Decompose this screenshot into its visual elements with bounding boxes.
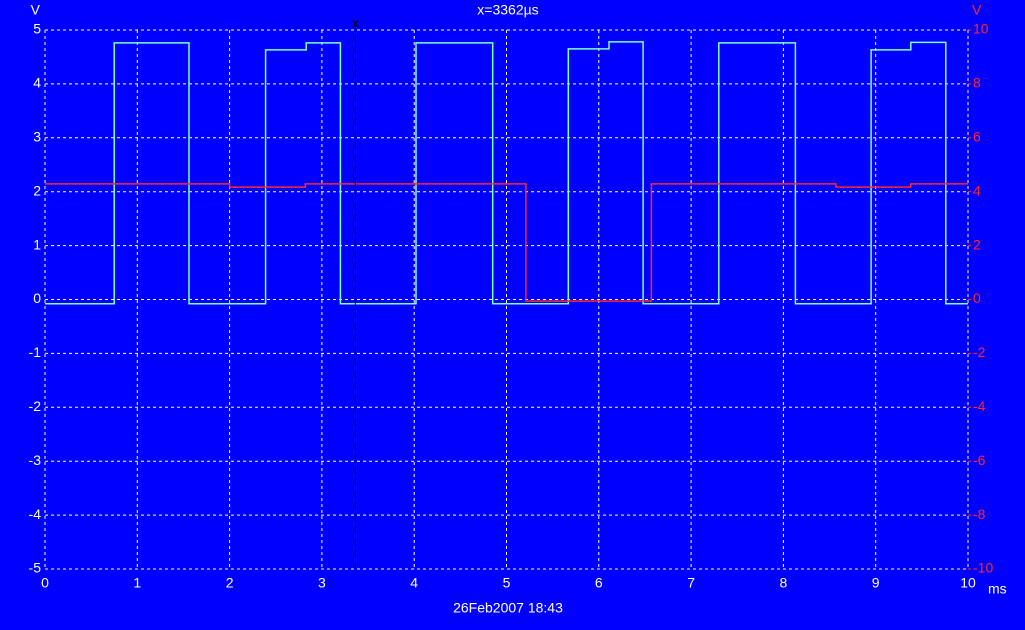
cursor-marker: x	[352, 15, 359, 31]
timestamp: 26Feb2007 18:43	[453, 600, 563, 616]
y-tick-label: 1	[33, 236, 41, 252]
x-tick-label: 8	[780, 575, 788, 591]
y-unit: V	[31, 2, 41, 18]
trace	[45, 41, 968, 305]
y2-tick-label: -6	[973, 452, 986, 468]
y2-tick-label: -4	[973, 398, 986, 414]
y2-tick-label: -2	[973, 344, 986, 360]
y-tick-label: -1	[29, 344, 42, 360]
y-tick-label: 2	[33, 182, 41, 198]
x-tick-label: 1	[133, 575, 141, 591]
y2-tick-label: 6	[973, 129, 981, 145]
y2-tick-label: 4	[973, 182, 981, 198]
y-tick-label: 0	[33, 290, 41, 306]
cursor-readout: x=3362µs	[477, 2, 538, 18]
x-tick-label: 7	[687, 575, 695, 591]
y-tick-label: 3	[33, 129, 41, 145]
x-tick-label: 4	[410, 575, 418, 591]
y-tick-label: -2	[29, 398, 42, 414]
y2-tick-label: 10	[973, 21, 989, 37]
x-tick-label: 6	[595, 575, 603, 591]
y2-tick-label: -8	[973, 506, 986, 522]
x-tick-label: 9	[872, 575, 880, 591]
y2-tick-label: 8	[973, 75, 981, 91]
y-tick-label: -5	[29, 560, 42, 576]
x-tick-label: 3	[318, 575, 326, 591]
x-tick-label: 5	[503, 575, 511, 591]
y2-unit: V	[972, 2, 982, 18]
x-tick-label: 2	[226, 575, 234, 591]
y-tick-label: -3	[29, 452, 42, 468]
y2-tick-label: -10	[973, 560, 993, 576]
y2-tick-label: 2	[973, 236, 981, 252]
y-tick-label: 5	[33, 21, 41, 37]
x-tick-label: 0	[41, 575, 49, 591]
x-unit: ms	[988, 581, 1007, 597]
y-tick-label: -4	[29, 506, 42, 522]
trace	[45, 183, 968, 302]
x-tick-label: 10	[960, 575, 976, 591]
y2-tick-label: 0	[973, 290, 981, 306]
y-tick-label: 4	[33, 75, 41, 91]
